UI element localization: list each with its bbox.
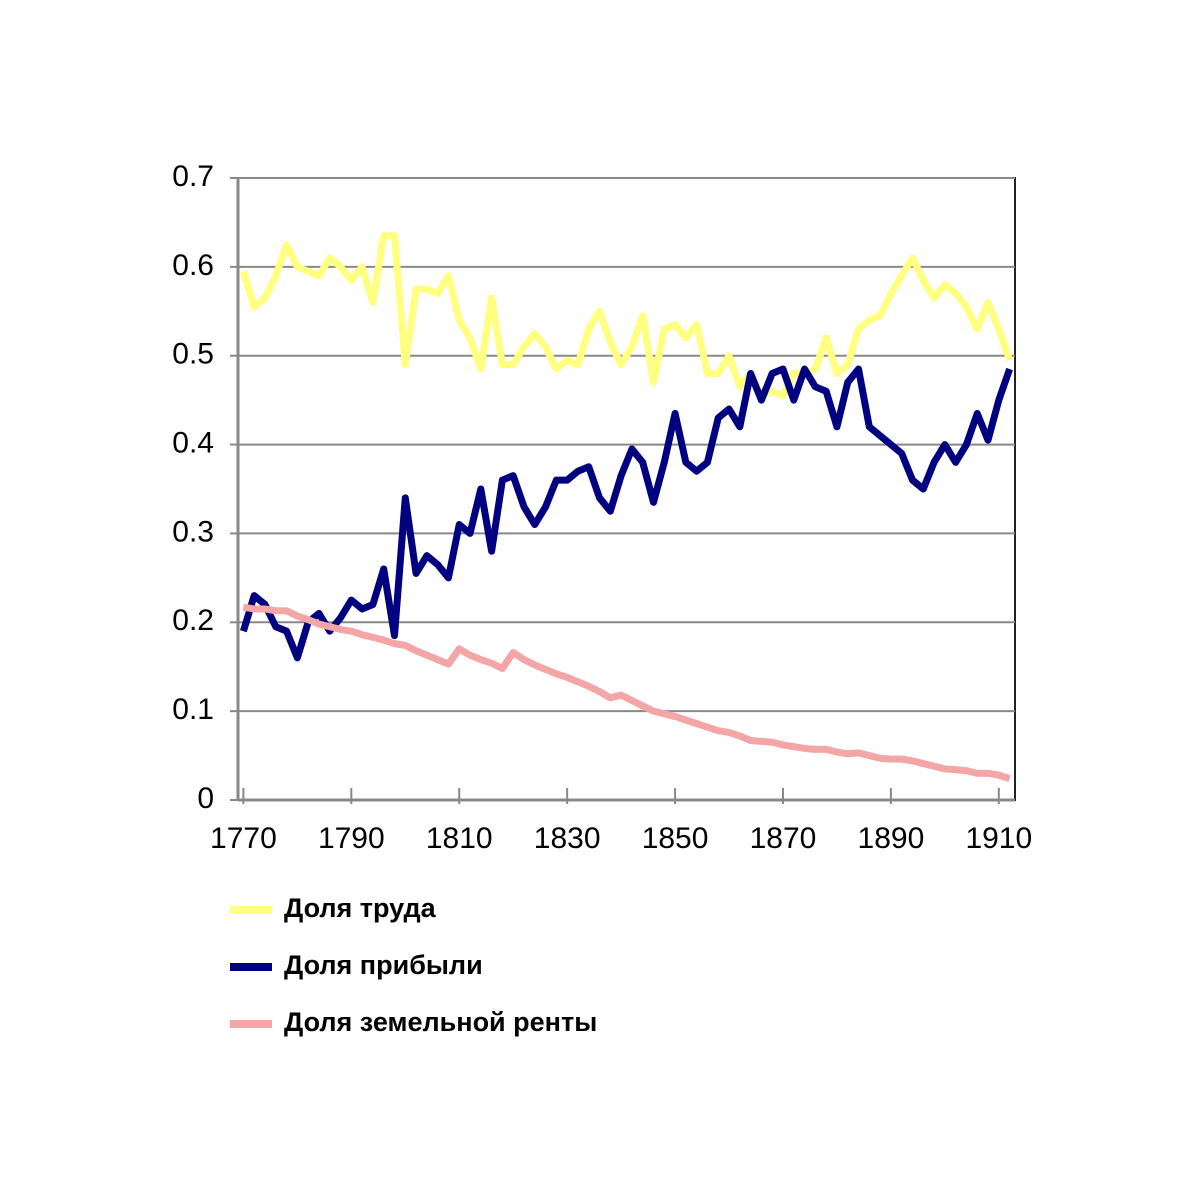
series-line: [240, 232, 1013, 400]
y-tick-label: 0: [197, 782, 214, 815]
y-tick-label: 0.2: [172, 604, 214, 637]
y-tick-label: 0.3: [172, 515, 214, 548]
series-line: [240, 365, 1013, 662]
legend-label: Доля прибыли: [284, 950, 483, 980]
series-line: [242, 603, 1011, 782]
legend-label: Доля земельной ренты: [284, 1007, 597, 1037]
y-tick-label: 0.6: [172, 249, 214, 282]
x-tick-label: 1910: [965, 822, 1032, 855]
x-tick-label: 1810: [426, 822, 493, 855]
x-tick-label: 1790: [318, 822, 385, 855]
x-tick-label: 1770: [210, 822, 277, 855]
x-tick-label: 1890: [858, 822, 925, 855]
x-tick-label: 1850: [642, 822, 709, 855]
y-tick-label: 0.1: [172, 693, 214, 726]
legend-label: Доля труда: [284, 893, 437, 923]
y-tick-label: 0.7: [172, 160, 214, 193]
x-tick-label: 1870: [750, 822, 817, 855]
y-tick-label: 0.5: [172, 338, 214, 371]
y-tick-label: 0.4: [172, 426, 214, 459]
x-tick-label: 1830: [534, 822, 601, 855]
